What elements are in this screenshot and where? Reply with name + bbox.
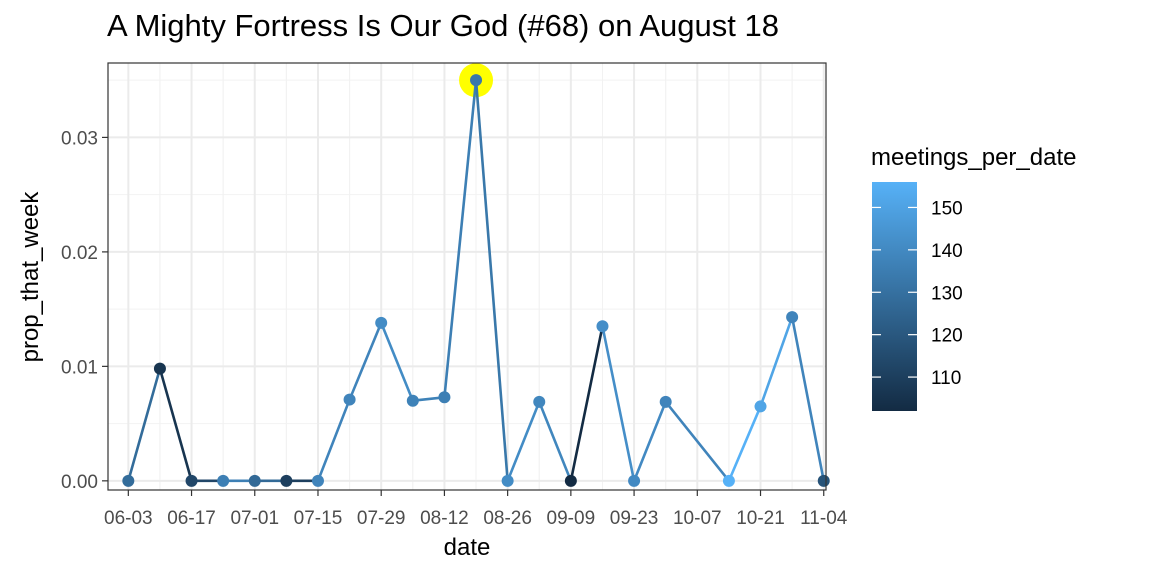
plot-panel-background: [108, 63, 826, 490]
data-point: [817, 474, 830, 487]
data-point: [375, 316, 388, 329]
x-tick-label: 08-26: [483, 508, 532, 529]
legend-label: 130: [931, 283, 963, 304]
y-tick-label: 0.01: [61, 357, 98, 378]
data-point: [185, 474, 198, 487]
data-point: [628, 474, 641, 487]
series-line-segment: [474, 78, 509, 483]
x-tick-label: 10-07: [673, 508, 722, 529]
x-tick-label: 10-21: [736, 508, 785, 529]
legend-label: 110: [931, 368, 961, 389]
y-tick-label: 0.03: [61, 128, 98, 149]
chart-title: A Mighty Fortress Is Our God (#68) on Au…: [107, 8, 779, 43]
x-tick-label: 09-23: [610, 508, 659, 529]
series-line-segment: [601, 324, 636, 483]
data-point: [248, 474, 261, 487]
data-point: [533, 395, 546, 408]
series-line-segment: [127, 367, 162, 483]
y-tick-label: 0.00: [61, 472, 98, 493]
legend-label: 140: [931, 241, 963, 262]
x-axis-title: date: [444, 534, 491, 561]
series-line-segment: [506, 400, 541, 483]
data-point: [438, 391, 451, 404]
series-line-segment: [348, 321, 383, 401]
series-line-segment: [379, 321, 415, 403]
series-line-segment: [664, 400, 731, 483]
series-line-segment: [569, 324, 604, 483]
x-tick-label: 06-17: [167, 508, 216, 529]
series-line-segment: [537, 400, 573, 483]
x-axis: 06-03 06-17 07-01 07-15 07-29 08-12 08-26 09-09…: [104, 490, 848, 529]
data-point: [786, 311, 799, 324]
series-line-segment: [790, 315, 826, 483]
data-point: [311, 474, 324, 487]
x-tick-label: 09-09: [547, 508, 596, 529]
data-point: [722, 474, 735, 487]
y-axis-title: prop_that_week: [17, 191, 44, 363]
data-point: [659, 395, 672, 408]
plot-panel-border: [107, 62, 827, 491]
legend-colorbar: [872, 182, 917, 411]
series-line-segment: [158, 367, 193, 483]
data-point: [470, 74, 483, 87]
data-point: [501, 474, 514, 487]
x-tick-label: 07-29: [357, 508, 406, 529]
data-point: [406, 394, 419, 407]
series-line-segment: [632, 400, 667, 483]
legend-label: 150: [931, 198, 963, 219]
x-tick-label: 07-15: [294, 508, 343, 529]
data-point: [280, 474, 293, 487]
grid-lines: [108, 63, 826, 490]
legend: meetings_per_date 110 120 130 140 150: [871, 144, 1076, 411]
series-line-segment: [727, 405, 762, 483]
x-tick-label: 08-12: [420, 508, 469, 529]
legend-title: meetings_per_date: [871, 144, 1076, 171]
data-point: [754, 400, 767, 413]
data-points: [122, 74, 830, 487]
x-tick-label: 11-04: [800, 508, 848, 529]
data-point: [343, 393, 356, 406]
legend-label: 120: [931, 326, 963, 347]
x-tick-label: 07-01: [230, 508, 279, 529]
data-point: [122, 474, 135, 487]
data-point: [564, 474, 577, 487]
y-axis: 0.00 0.01 0.02 0.03: [61, 128, 108, 493]
y-tick-label: 0.02: [61, 243, 98, 264]
data-point: [596, 320, 609, 333]
data-point: [217, 474, 230, 487]
series-line-segment: [316, 398, 351, 483]
data-point: [153, 362, 166, 375]
series-line-segment: [443, 78, 478, 399]
x-tick-label: 06-03: [104, 508, 153, 529]
series-line-segment: [759, 315, 794, 408]
